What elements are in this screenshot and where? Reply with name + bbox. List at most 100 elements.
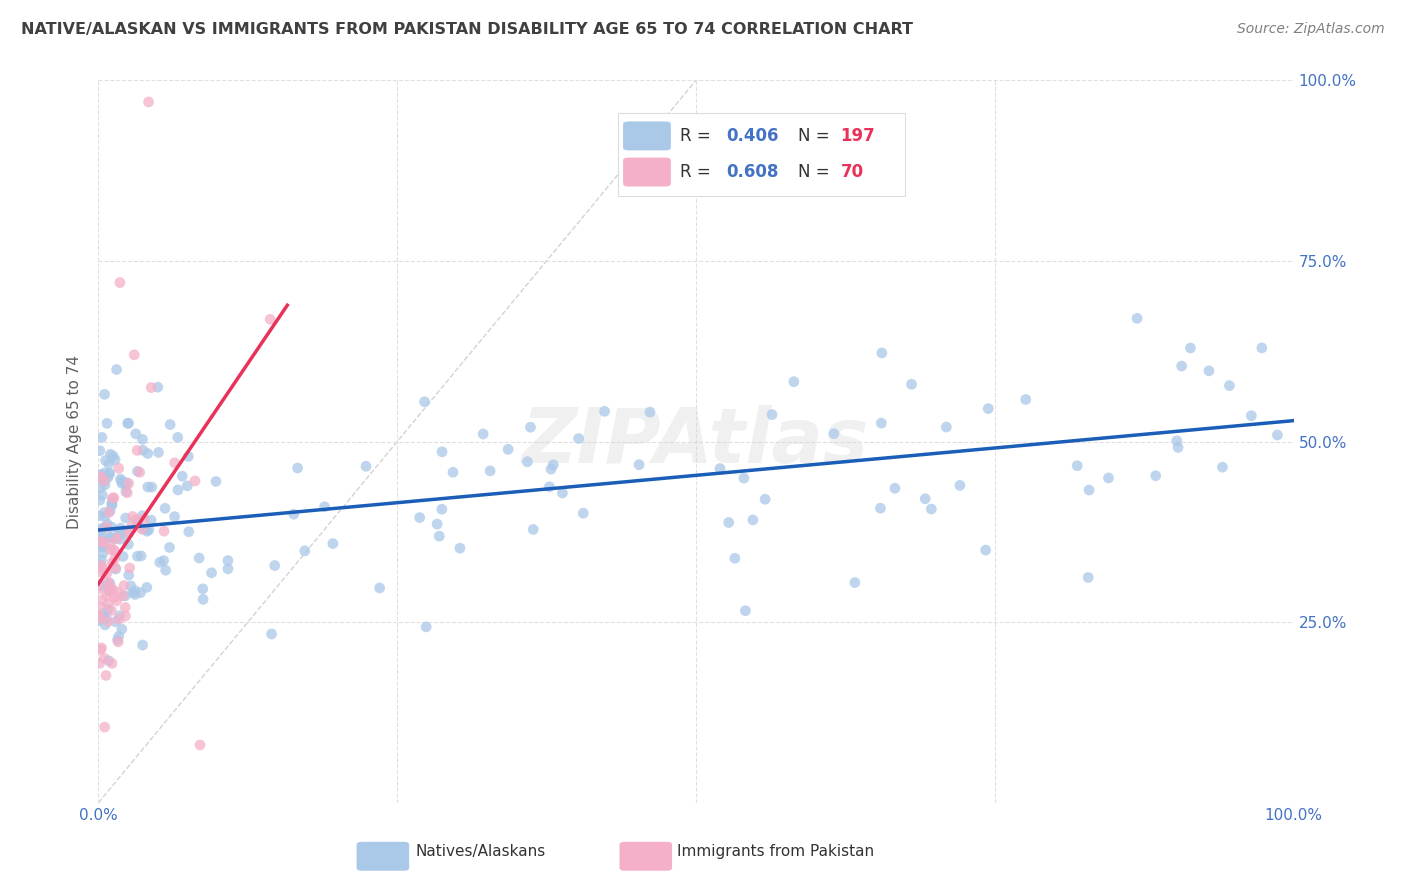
Point	[1170, 359, 1192, 373]
FancyBboxPatch shape	[623, 121, 671, 151]
Point	[124, 348, 146, 362]
Point	[114, 477, 136, 491]
Point	[98, 504, 121, 518]
Point	[1267, 428, 1289, 442]
Point	[104, 543, 127, 558]
Point	[914, 491, 936, 506]
Point	[114, 511, 136, 525]
Point	[131, 508, 153, 523]
Point	[129, 549, 152, 563]
Point	[166, 430, 188, 444]
Point	[94, 668, 117, 682]
Point	[110, 521, 132, 535]
Point	[935, 420, 957, 434]
Point	[593, 404, 616, 418]
Point	[148, 445, 170, 459]
Point	[1211, 460, 1233, 475]
Point	[97, 615, 120, 629]
Point	[114, 589, 136, 603]
Point	[125, 513, 148, 527]
Point	[159, 541, 181, 555]
Point	[734, 604, 756, 618]
Point	[920, 502, 942, 516]
Point	[101, 491, 124, 505]
Point	[107, 584, 129, 599]
Point	[94, 478, 117, 492]
Point	[107, 632, 129, 647]
Point	[104, 615, 127, 629]
Point	[90, 534, 112, 549]
Point	[153, 524, 176, 539]
FancyBboxPatch shape	[619, 112, 905, 196]
Point	[91, 546, 114, 560]
Point	[184, 474, 207, 488]
Point	[101, 657, 124, 671]
Point	[127, 549, 149, 564]
Point	[101, 583, 124, 598]
Point	[93, 521, 115, 535]
FancyBboxPatch shape	[357, 842, 409, 871]
Point	[217, 553, 239, 567]
Point	[628, 458, 651, 472]
Point	[430, 502, 453, 516]
Point	[543, 458, 565, 472]
Point	[283, 507, 305, 521]
Point	[93, 506, 115, 520]
Point	[124, 583, 146, 598]
Point	[129, 585, 152, 599]
Point	[479, 464, 502, 478]
Point	[205, 475, 228, 489]
Text: ZIPAtlas: ZIPAtlas	[522, 405, 870, 478]
Point	[125, 426, 148, 441]
Point	[108, 608, 131, 623]
Point	[101, 556, 124, 570]
Point	[121, 519, 143, 533]
Point	[368, 581, 391, 595]
Point	[111, 476, 134, 491]
Point	[93, 387, 115, 401]
Point	[93, 466, 115, 480]
Point	[97, 602, 120, 616]
Point	[90, 430, 112, 444]
Text: NATIVE/ALASKAN VS IMMIGRANTS FROM PAKISTAN DISABILITY AGE 65 TO 74 CORRELATION C: NATIVE/ALASKAN VS IMMIGRANTS FROM PAKIST…	[21, 22, 912, 37]
Point	[136, 446, 159, 460]
Point	[112, 549, 135, 564]
Point	[91, 561, 114, 575]
Point	[121, 509, 143, 524]
Point	[93, 611, 115, 625]
Point	[93, 651, 115, 665]
Point	[121, 586, 143, 600]
Point	[115, 484, 138, 499]
Point	[1166, 434, 1188, 448]
Point	[127, 443, 149, 458]
Point	[136, 480, 159, 494]
Point	[89, 508, 111, 523]
Point	[117, 417, 139, 431]
Point	[883, 481, 905, 495]
Point	[91, 592, 114, 607]
Point	[1180, 341, 1202, 355]
Point	[551, 486, 574, 500]
Text: 70: 70	[841, 163, 863, 181]
Point	[430, 444, 453, 458]
Point	[96, 517, 118, 532]
Point	[114, 600, 136, 615]
Point	[89, 614, 111, 628]
Point	[107, 635, 129, 649]
Point	[90, 530, 112, 544]
Point	[89, 443, 111, 458]
Point	[724, 551, 747, 566]
Point	[949, 478, 972, 492]
Point	[823, 426, 845, 441]
Point	[1198, 364, 1220, 378]
Point	[97, 470, 120, 484]
Point	[97, 457, 120, 471]
Point	[104, 453, 127, 467]
Point	[132, 512, 155, 526]
Point	[90, 469, 112, 483]
Point	[322, 536, 344, 550]
Point	[108, 524, 131, 539]
Point	[101, 498, 124, 512]
Point	[870, 416, 893, 430]
Point	[176, 479, 198, 493]
